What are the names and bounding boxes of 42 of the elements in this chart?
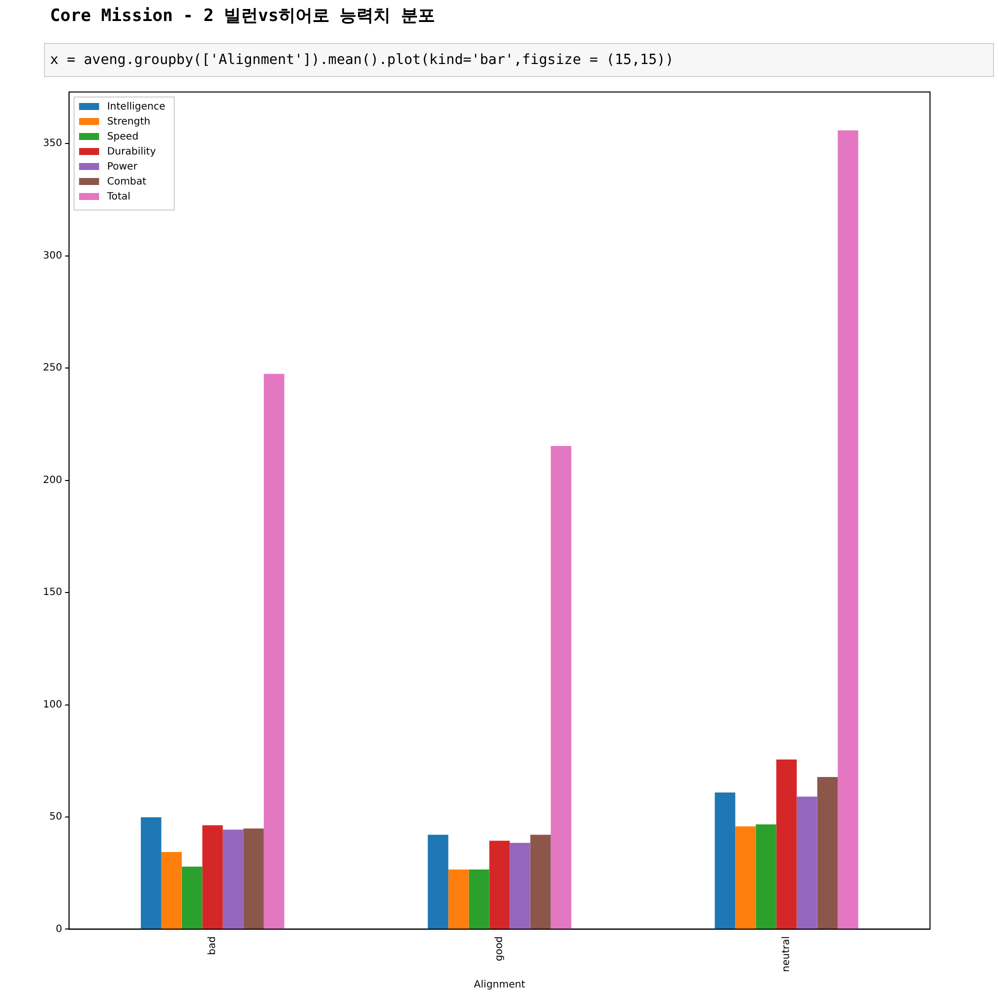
text: x = aveng.groupby(['Alignment']).mean().plot(kind='bar',figsize = (15,15)) xyxy=(44,43,994,77)
bar xyxy=(756,824,776,929)
legend-label: Total xyxy=(106,192,130,203)
bar xyxy=(264,374,284,929)
bar xyxy=(243,828,264,929)
y-tick-label: 350 xyxy=(42,138,62,150)
bar xyxy=(161,852,182,929)
bar xyxy=(468,870,490,929)
bar xyxy=(714,792,736,929)
bar xyxy=(140,817,162,929)
bar xyxy=(550,446,572,929)
y-tick-label: 250 xyxy=(42,362,62,374)
bar xyxy=(222,830,244,929)
y-tick-label: 150 xyxy=(42,587,62,598)
legend-label: Intelligence xyxy=(107,102,166,113)
x-tick-label: bad xyxy=(207,936,218,956)
bar xyxy=(182,866,202,929)
x-tick-label: neutral xyxy=(781,936,792,972)
x-axis-title: Alignment xyxy=(474,980,526,991)
y-tick-label: 50 xyxy=(49,812,62,823)
bar xyxy=(202,825,223,929)
bar xyxy=(735,826,756,929)
bar xyxy=(448,870,469,929)
legend-label: Strength xyxy=(107,116,150,128)
y-tick-label: 0 xyxy=(56,924,62,935)
legend-label: Speed xyxy=(107,132,138,143)
bar xyxy=(489,840,510,929)
bar xyxy=(530,834,551,929)
bar xyxy=(817,777,838,929)
y-tick-label: 300 xyxy=(42,250,62,262)
bar xyxy=(510,842,530,929)
y-tick-label: 100 xyxy=(42,699,62,710)
bar xyxy=(796,796,818,929)
bar xyxy=(838,130,858,929)
chart-title: Core Mission - 2 빌런vs히어로 능력치 분포 xyxy=(50,5,435,27)
x-tick-label: good xyxy=(494,936,506,962)
legend-label: Combat xyxy=(107,176,146,188)
legend-label: Durability xyxy=(107,146,156,158)
bar xyxy=(776,760,797,929)
y-tick-label: 200 xyxy=(42,474,62,486)
legend-label: Power xyxy=(107,162,138,173)
bar xyxy=(428,834,448,929)
